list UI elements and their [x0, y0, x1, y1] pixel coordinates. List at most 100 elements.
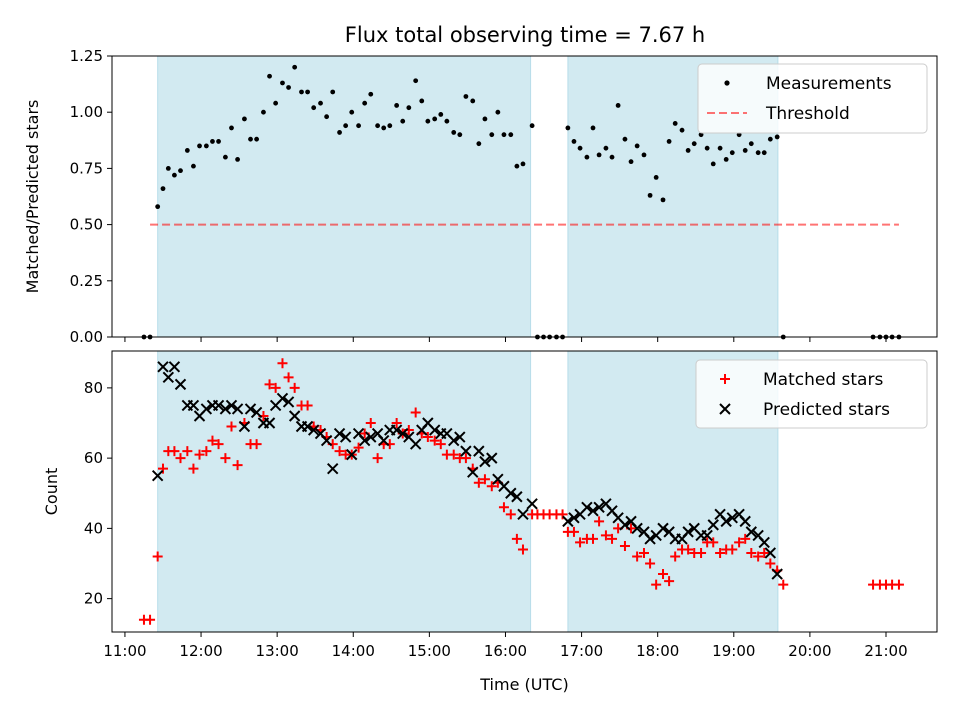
measurement-point — [489, 132, 495, 138]
measurement-point — [603, 145, 609, 151]
predicted-star-point — [174, 378, 187, 391]
measurement-point — [742, 148, 748, 153]
predicted-star-point — [568, 512, 580, 524]
measurement-point — [641, 152, 647, 158]
predicted-star-point — [428, 424, 441, 436]
matched-star-point — [365, 418, 376, 429]
matched-star-point — [638, 547, 649, 558]
predicted-star-point — [745, 526, 758, 538]
predicted-star-point — [282, 396, 295, 408]
legend: Measurements Threshold — [697, 63, 928, 134]
measurement-point — [774, 134, 780, 140]
y-tick-label: 1.25 — [70, 47, 103, 65]
observing-window — [157, 350, 532, 633]
measurement-point — [254, 136, 260, 142]
measurement-point — [704, 145, 710, 151]
measurement-point — [672, 121, 678, 126]
measurement-point — [495, 109, 501, 115]
measurement-point — [438, 112, 444, 117]
matched-star-point — [715, 547, 726, 558]
measurement-point — [356, 123, 361, 129]
predicted-star-point — [327, 462, 339, 475]
predicted-star-point — [365, 431, 377, 443]
matched-star-point — [251, 439, 262, 450]
matched-star-point — [645, 558, 656, 569]
x-tick-label: 18:00 — [636, 642, 679, 660]
predicted-star-point — [473, 445, 485, 457]
predicted-star-point — [162, 371, 175, 384]
measurement-point — [755, 150, 761, 156]
matched-star-point — [207, 435, 218, 446]
predicted-star-point — [644, 533, 656, 545]
predicted-star-point — [244, 403, 257, 415]
matched-star-point — [473, 477, 484, 488]
predicted-star-point — [219, 403, 232, 415]
measurement-point — [501, 132, 507, 138]
measurement-point — [584, 154, 590, 160]
predicted-star-point — [701, 529, 713, 542]
measurement-point — [451, 130, 457, 135]
measurement-point — [349, 109, 355, 115]
measurement-point — [229, 125, 234, 131]
measurement-point — [381, 125, 387, 131]
measurement-point — [666, 139, 672, 144]
matched-star-point — [778, 579, 789, 590]
matched-star-point — [277, 358, 288, 369]
matched-star-point — [486, 481, 497, 492]
matched-star-point — [334, 446, 345, 457]
matched-star-point — [264, 379, 275, 390]
matched-star-point — [460, 453, 471, 464]
measurement-point — [590, 125, 596, 131]
x-tick-label: 19:00 — [712, 642, 755, 660]
measurement-point — [508, 132, 514, 138]
measurement-point — [717, 145, 723, 151]
matched-star-point — [746, 547, 757, 558]
y-tick-label: 0.50 — [70, 216, 103, 234]
measurement-point — [273, 100, 279, 106]
predicted-star-point — [276, 392, 289, 405]
matched-star-point — [220, 453, 231, 464]
measurement-point — [529, 123, 535, 129]
axes-frame — [111, 350, 938, 633]
matched-star-point — [213, 439, 224, 450]
measurement-point — [685, 148, 691, 153]
predicted-star-point — [720, 515, 732, 528]
predicted-star-point — [764, 547, 777, 559]
measurement-point — [343, 123, 349, 129]
measurement-point — [609, 154, 615, 160]
predicted-star-point — [151, 469, 164, 482]
matched-star-point — [498, 502, 509, 513]
matched-star-point — [696, 547, 707, 558]
measurement-point — [679, 127, 685, 133]
matched-star-point — [651, 579, 662, 590]
predicted-star-point — [593, 501, 605, 514]
measurement-point — [375, 123, 381, 129]
predicted-star-point — [212, 399, 225, 412]
x-tick-label: 21:00 — [864, 642, 907, 660]
x-tick-label: 12:00 — [179, 642, 222, 660]
y-tick-label: 0.75 — [70, 159, 103, 177]
measurement-point — [476, 141, 482, 147]
measurement-point — [691, 141, 697, 147]
matched-star-point — [353, 442, 364, 453]
measurement-point — [160, 186, 166, 192]
measurement-point — [406, 105, 412, 111]
x-tick-label: 17:00 — [560, 642, 603, 660]
measurement-point — [222, 154, 228, 160]
measurement-point — [311, 105, 317, 111]
measurement-point — [767, 136, 773, 142]
measurement-point — [470, 98, 476, 104]
measurement-point — [203, 143, 209, 149]
matched-star-point — [632, 551, 643, 562]
legend-label-threshold: Threshold — [765, 104, 850, 124]
matched-star-point — [734, 537, 745, 548]
matched-star-point — [429, 435, 440, 446]
measurement-point — [710, 161, 716, 167]
matched-star-point — [658, 569, 669, 580]
measurement-point — [299, 89, 304, 95]
predicted-star-point — [225, 399, 238, 412]
measurement-point — [324, 114, 330, 120]
measurement-point — [362, 100, 368, 106]
matched-star-point — [505, 509, 516, 520]
predicted-star-point — [619, 519, 631, 531]
